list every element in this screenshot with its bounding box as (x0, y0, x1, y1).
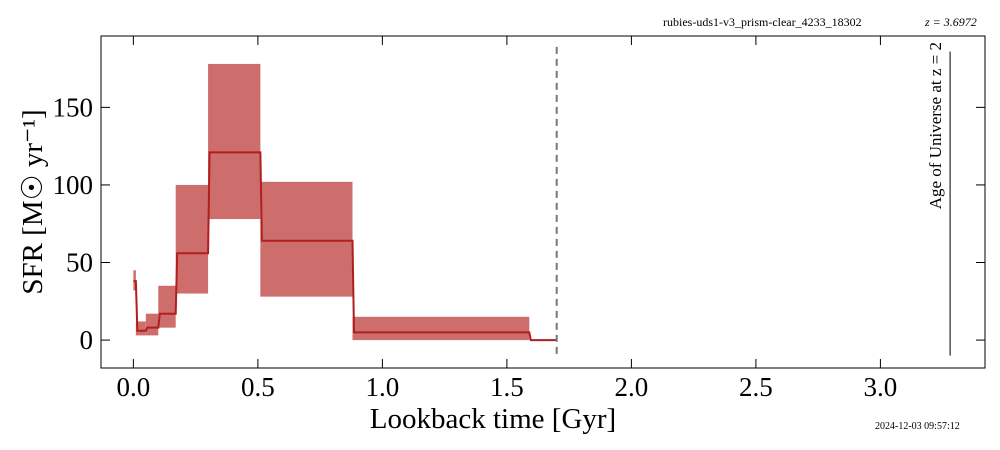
age-at-z2-label: Age of Universe at z = 2 (926, 42, 945, 209)
timestamp-label: 2024-12-03 09:57:12 (875, 421, 960, 432)
sfr-band-3 (158, 285, 176, 328)
sfr-band-4 (175, 184, 209, 294)
plot-frame (100, 35, 986, 369)
x-tick-label: 1.0 (366, 372, 400, 402)
y-tick-label: 50 (66, 248, 93, 278)
y-axis-ticks: 0 50 100 150 (53, 92, 985, 355)
x-tick-label: 0.0 (116, 372, 150, 402)
x-tick-label: 2.0 (615, 372, 649, 402)
y-axis-label: SFR [M☉ yr⁻¹] (17, 109, 49, 294)
x-axis-label: Lookback time [Gyr] (370, 403, 616, 435)
redshift-label: z = 3.6972 (925, 15, 977, 29)
y-tick-label: 100 (53, 170, 94, 200)
object-id-label: rubies-uds1-v3_prism-clear_4233_18302 (663, 15, 862, 29)
sfr-uncertainty-bands (133, 63, 530, 341)
x-tick-label: 1.5 (490, 372, 524, 402)
x-tick-label: 2.5 (739, 372, 773, 402)
y-tick-label: 150 (53, 92, 94, 122)
x-axis-ticks: 0.0 0.5 1.0 1.5 2.0 2.5 3.0 (116, 36, 897, 402)
sfr-band-5 (208, 63, 261, 220)
sfr-band-2 (145, 313, 159, 336)
x-tick-label: 3.0 (864, 372, 898, 402)
sfr-band-7 (352, 316, 530, 341)
y-tick-label: 0 (80, 325, 94, 355)
sfr-band-6 (260, 181, 353, 297)
sfr-band-1 (135, 321, 146, 336)
x-tick-label: 0.5 (241, 372, 275, 402)
sfr-median-line (133, 151, 557, 342)
